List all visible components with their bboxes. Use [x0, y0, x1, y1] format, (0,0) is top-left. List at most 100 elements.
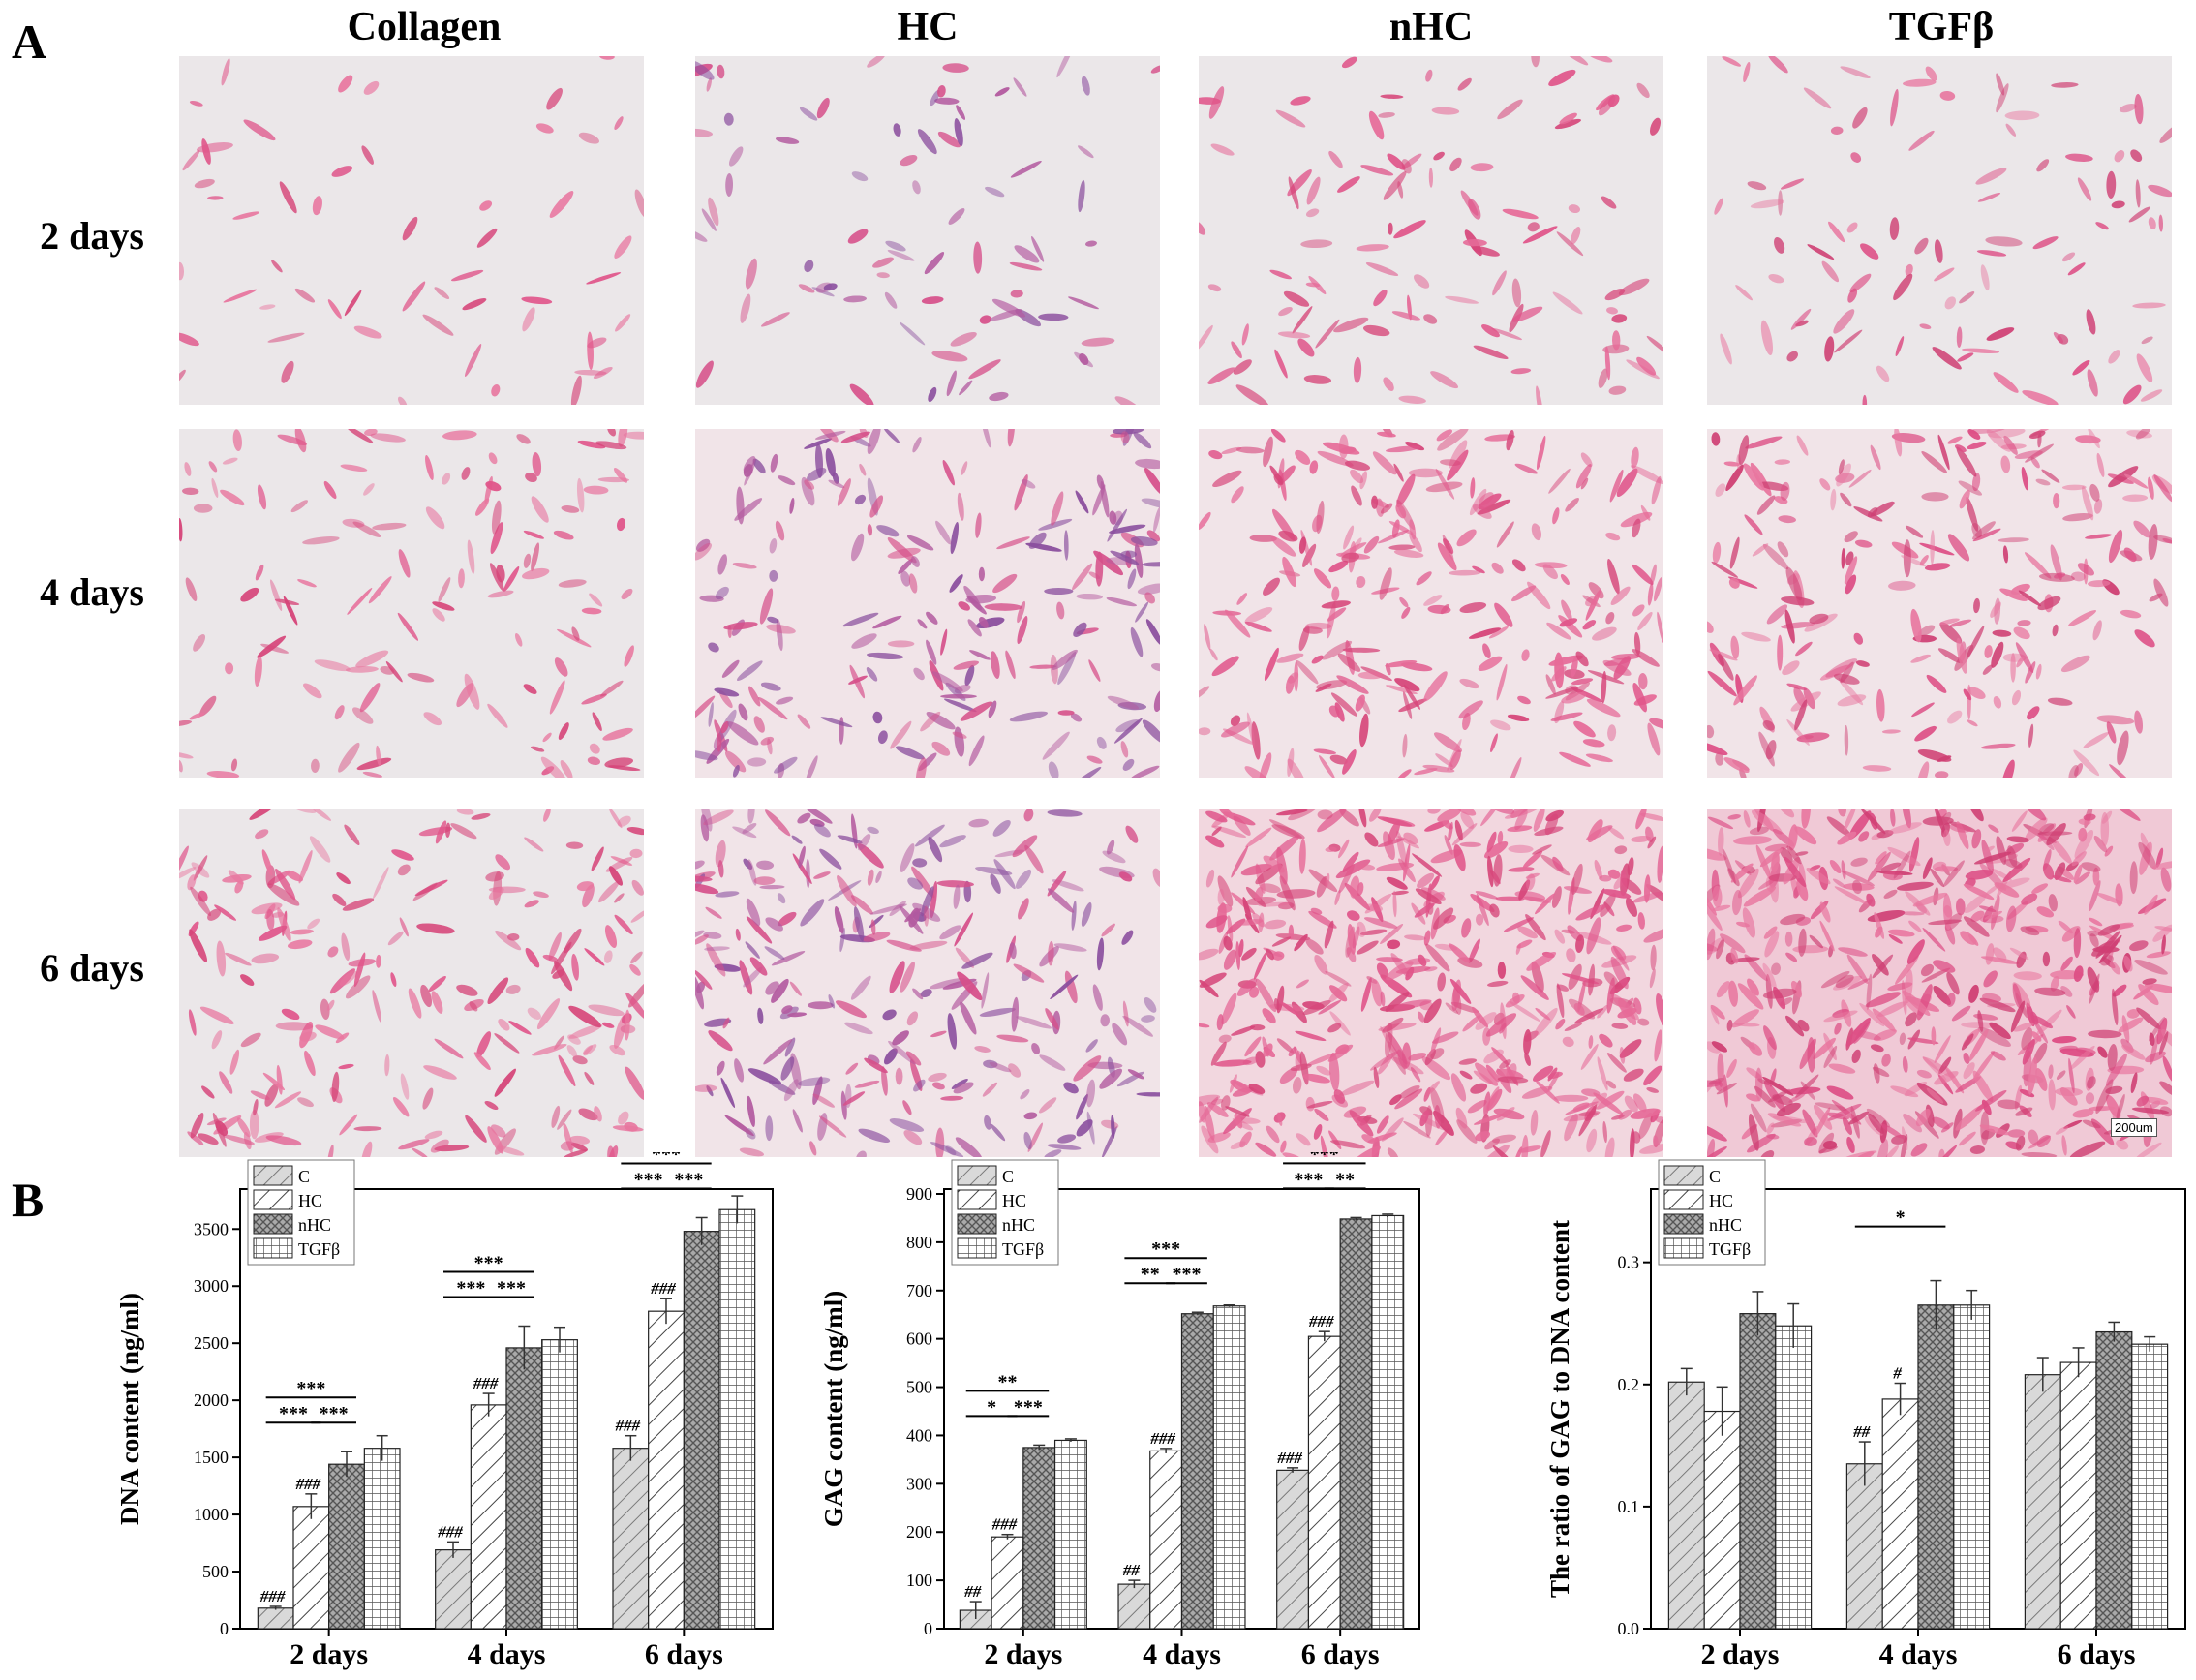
cell-mark [1295, 449, 1311, 465]
cell-mark [1585, 753, 1613, 763]
cell-mark [196, 142, 233, 153]
cell-mark [1280, 1140, 1287, 1153]
cell-mark [1251, 721, 1261, 760]
cell-mark [494, 1033, 520, 1054]
cell-mark [1838, 809, 1846, 817]
cell-mark [1205, 915, 1228, 929]
cell-mark [975, 512, 982, 538]
cell-mark [428, 975, 446, 993]
cell-mark [988, 700, 997, 718]
cell-mark [814, 430, 846, 440]
cell-mark [939, 835, 966, 848]
cell-mark [1521, 649, 1530, 662]
cell-mark [1718, 653, 1734, 681]
cell-mark [1112, 1023, 1128, 1046]
cell-mark [1081, 337, 1115, 347]
cell-mark [1972, 528, 2001, 542]
cell-mark [1288, 1046, 1297, 1057]
cell-mark [323, 480, 337, 500]
cell-mark [525, 472, 537, 483]
cell-mark [1925, 66, 1937, 81]
cell-mark [407, 672, 435, 683]
legend-swatch [957, 1165, 997, 1186]
cell-mark [1738, 435, 1750, 466]
cell-mark [1456, 529, 1477, 547]
cell-mark [1266, 948, 1274, 961]
cell-mark [964, 664, 975, 687]
bar [1149, 1450, 1183, 1630]
cell-mark [2055, 1126, 2069, 1135]
cell-mark [1356, 576, 1366, 588]
cell-mark [361, 145, 374, 165]
cell-mark [199, 695, 217, 717]
cell-mark [1199, 1101, 1206, 1123]
cell-mark [1992, 629, 2012, 637]
row-label-6-days: 6 days [40, 946, 144, 990]
cell-mark [729, 146, 744, 167]
cell-mark [812, 1076, 823, 1106]
cell-mark [1993, 372, 2019, 393]
cell-mark [727, 721, 759, 746]
cell-mark [1766, 1122, 1775, 1135]
cell-mark [1833, 309, 1855, 334]
cell-mark [2031, 1031, 2042, 1042]
cell-mark [1784, 856, 1807, 888]
cell-mark [1758, 877, 1777, 890]
cell-mark [1402, 733, 1408, 758]
cell-mark [2003, 859, 2023, 869]
cell-mark [287, 939, 313, 950]
cell-mark [1632, 1093, 1647, 1113]
cell-mark [1130, 535, 1158, 547]
cell-mark [1230, 1079, 1250, 1093]
cell-mark [1142, 719, 1160, 744]
cell-mark [1298, 625, 1310, 652]
cell-mark [232, 211, 260, 220]
cell-mark [1350, 469, 1364, 484]
cell-mark [1600, 893, 1616, 918]
y-tick-label: 0 [220, 1619, 229, 1638]
cell-mark [1240, 863, 1272, 876]
cell-mark [1654, 1029, 1662, 1062]
cell-mark [435, 820, 447, 844]
cell-mark [1638, 1112, 1653, 1139]
cell-mark [905, 1051, 922, 1066]
y-tick-label: 1500 [194, 1448, 229, 1467]
cell-mark [397, 396, 408, 405]
bar [1667, 1381, 1705, 1630]
cell-mark [1837, 831, 1857, 845]
cell-mark [592, 712, 602, 732]
cell-mark [1433, 907, 1454, 930]
cell-mark [1757, 809, 1767, 833]
cell-mark [1707, 620, 1714, 633]
cell-mark [1288, 809, 1320, 821]
cell-mark [1854, 539, 1873, 548]
cell-mark [766, 624, 796, 634]
cell-mark [1241, 947, 1257, 961]
cell-mark [1437, 542, 1457, 571]
cell-mark [1292, 306, 1313, 334]
cell-mark [1895, 336, 1905, 357]
cell-mark [1824, 336, 1835, 362]
cell-mark [724, 1115, 754, 1137]
cell-mark [1127, 1069, 1144, 1080]
cell-mark [1994, 882, 2020, 898]
cell-mark [749, 957, 768, 976]
cell-mark [1733, 836, 1772, 845]
cell-mark [1442, 534, 1454, 562]
cell-mark [1263, 855, 1285, 873]
cell-mark [2108, 466, 2139, 488]
cell-mark [1216, 1014, 1224, 1031]
cell-mark [1492, 270, 1507, 296]
cell-mark [1314, 1108, 1329, 1121]
cell-mark [1884, 1145, 1899, 1157]
cell-mark [1141, 1015, 1155, 1023]
cell-mark [978, 566, 985, 582]
cell-mark [1153, 689, 1160, 713]
cell-mark [1102, 850, 1126, 864]
cell-mark [1710, 1007, 1720, 1025]
cell-mark [1968, 1028, 1989, 1062]
cell-mark [1608, 385, 1627, 395]
cell-mark [1862, 394, 1868, 405]
cell-mark [1972, 521, 1996, 540]
